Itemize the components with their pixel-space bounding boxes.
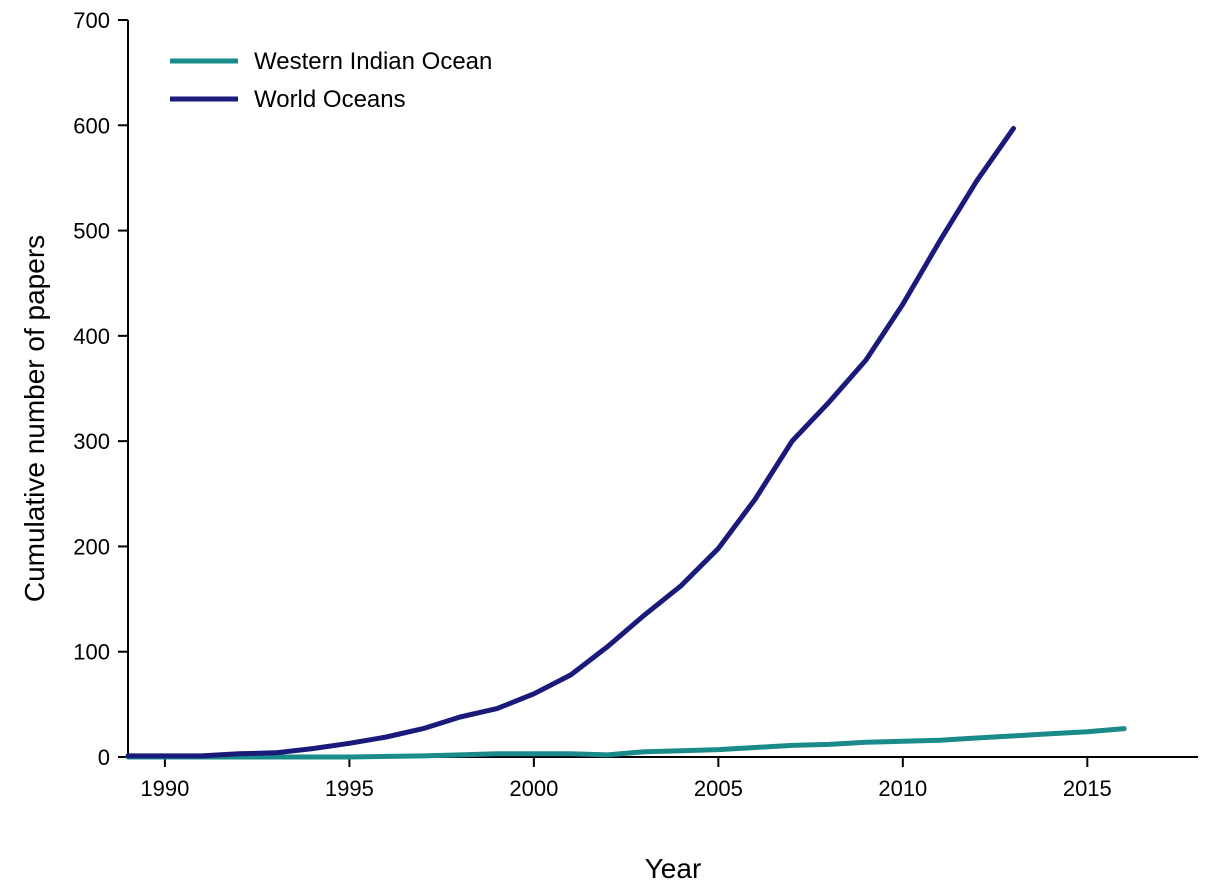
y-tick-label: 500 <box>73 219 110 244</box>
series-line-world-oceans <box>125 125 1016 759</box>
legend-label: Western Indian Ocean <box>254 48 492 75</box>
x-tick-label: 1990 <box>140 776 189 801</box>
y-tick-label: 0 <box>98 745 110 770</box>
x-tick-label: 2015 <box>1063 776 1112 801</box>
x-tick-label: 2005 <box>694 776 743 801</box>
legend-label: World Oceans <box>254 86 406 113</box>
x-tick-label: 2010 <box>878 776 927 801</box>
x-axis-title: Year <box>645 853 702 884</box>
y-tick-label: 400 <box>73 324 110 349</box>
y-tick-label: 600 <box>73 113 110 138</box>
x-tick-label: 2000 <box>509 776 558 801</box>
axes: 0 100 200 300 400 500 600 700 1990 1995 2000 2005 20… <box>73 8 1198 801</box>
x-tick-label: 1995 <box>325 776 374 801</box>
y-axis-title: Cumulative number of papers <box>19 235 50 602</box>
y-tick-label: 100 <box>73 640 110 665</box>
y-tick-label: 700 <box>73 8 110 33</box>
y-tick-label: 300 <box>73 429 110 454</box>
series-line-western-indian-ocean <box>125 726 1127 760</box>
series-layer <box>125 125 1127 760</box>
y-tick-label: 200 <box>73 534 110 559</box>
legend: Western Indian Ocean World Oceans <box>170 48 492 113</box>
